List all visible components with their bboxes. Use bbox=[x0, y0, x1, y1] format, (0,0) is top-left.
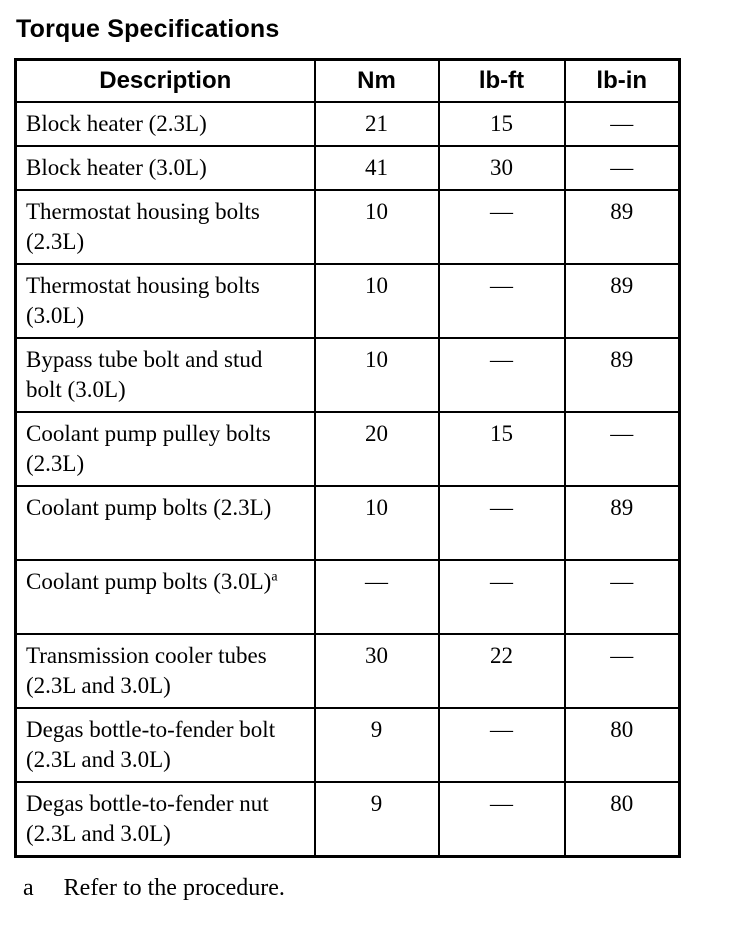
table-row: Coolant pump pulley bolts (2.3L) 20 15— bbox=[14, 410, 681, 487]
description-cell: Degas bottle-to-fender bolt (2.3L and 3.… bbox=[14, 706, 316, 783]
value-cell-lb-ft: 30 bbox=[437, 144, 566, 191]
table-row: Degas bottle-to-fender bolt (2.3L and 3.… bbox=[14, 706, 681, 783]
column-header-lb-ft: lb-ft bbox=[437, 58, 566, 103]
table-row: Thermostat housing bolts (3.0L) 10—89 bbox=[14, 262, 681, 339]
value-cell-lb-in: — bbox=[563, 558, 681, 635]
description-cell: Coolant pump bolts (3.0L)a bbox=[14, 558, 316, 635]
value-cell-nm: 9 bbox=[313, 780, 440, 857]
value-cell-nm: 10 bbox=[313, 262, 440, 339]
column-header-description: Description bbox=[14, 58, 316, 103]
value-cell-lb-in: — bbox=[563, 144, 681, 191]
value-cell-nm: 10 bbox=[313, 484, 440, 561]
value-cell-nm: 10 bbox=[313, 188, 440, 265]
footnote-marker-label: a bbox=[23, 874, 34, 901]
description-text: Block heater (2.3L) bbox=[26, 110, 207, 136]
value-cell-lb-ft: 22 bbox=[437, 632, 566, 709]
value-cell-lb-ft: — bbox=[437, 262, 566, 339]
description-cell: Thermostat housing bolts (2.3L) bbox=[14, 188, 316, 265]
table-row: Block heater (2.3L) 21 15— bbox=[14, 100, 681, 147]
value-cell-lb-in: — bbox=[563, 632, 681, 709]
footnote-text: Refer to the procedure. bbox=[63, 874, 285, 901]
description-cell: Block heater (3.0L) bbox=[14, 144, 316, 191]
value-cell-lb-in: 89 bbox=[563, 262, 681, 339]
value-cell-nm: 10 bbox=[313, 336, 440, 413]
description-text: Coolant pump bolts (2.3L) bbox=[26, 494, 272, 520]
column-header-lb-in: lb-in bbox=[563, 58, 681, 103]
description-cell: Block heater (2.3L) bbox=[14, 100, 316, 147]
table-row: Degas bottle-to-fender nut (2.3L and 3.0… bbox=[14, 780, 681, 857]
value-cell-lb-in: — bbox=[563, 410, 681, 487]
value-cell-nm: 20 bbox=[313, 410, 440, 487]
document-page: Torque Specifications Description Nm lb-… bbox=[14, 15, 736, 902]
value-cell-nm: 41 bbox=[313, 144, 440, 191]
value-cell-lb-ft: — bbox=[437, 780, 566, 857]
description-text: Bypass tube bolt and stud bolt (3.0L) bbox=[26, 346, 263, 402]
value-cell-lb-in: 80 bbox=[563, 706, 681, 783]
description-cell: Thermostat housing bolts (3.0L) bbox=[14, 262, 316, 339]
description-cell: Coolant pump pulley bolts (2.3L) bbox=[14, 410, 316, 487]
description-text: Coolant pump pulley bolts (2.3L) bbox=[26, 420, 271, 476]
value-cell-lb-ft: — bbox=[437, 558, 566, 635]
value-cell-lb-in: 89 bbox=[563, 188, 681, 265]
value-cell-nm: 9 bbox=[313, 706, 440, 783]
description-text: Block heater (3.0L) bbox=[26, 154, 207, 180]
value-cell-lb-ft: 15 bbox=[437, 100, 566, 147]
description-cell: Coolant pump bolts (2.3L) bbox=[14, 484, 316, 561]
table-header-row: Description Nm lb-ft lb-in bbox=[14, 58, 681, 103]
value-cell-nm: — bbox=[313, 558, 440, 635]
value-cell-nm: 21 bbox=[313, 100, 440, 147]
value-cell-nm: 30 bbox=[313, 632, 440, 709]
value-cell-lb-ft: — bbox=[437, 188, 566, 265]
description-cell: Bypass tube bolt and stud bolt (3.0L) bbox=[14, 336, 316, 413]
value-cell-lb-ft: — bbox=[437, 336, 566, 413]
table-row: Transmission cooler tubes (2.3L and 3.0L… bbox=[14, 632, 681, 709]
value-cell-lb-ft: — bbox=[437, 706, 566, 783]
description-text: Thermostat housing bolts (2.3L) bbox=[26, 198, 260, 254]
page-title: Torque Specifications bbox=[16, 15, 280, 43]
footnote: a Refer to the procedure. bbox=[23, 875, 736, 902]
description-text: Degas bottle-to-fender bolt (2.3L and 3.… bbox=[26, 716, 276, 772]
torque-specifications-table: Description Nm lb-ft lb-in Block heater … bbox=[14, 58, 681, 858]
value-cell-lb-in: — bbox=[563, 100, 681, 147]
value-cell-lb-in: 89 bbox=[563, 484, 681, 561]
description-text: Transmission cooler tubes (2.3L and 3.0L… bbox=[26, 642, 267, 698]
table-row: Coolant pump bolts (3.0L)a — — — bbox=[14, 558, 681, 635]
table-row: Thermostat housing bolts (2.3L) 10—89 bbox=[14, 188, 681, 265]
description-text: Degas bottle-to-fender nut (2.3L and 3.0… bbox=[26, 790, 269, 846]
column-header-nm: Nm bbox=[313, 58, 440, 103]
table-row: Bypass tube bolt and stud bolt (3.0L) 10—… bbox=[14, 336, 681, 413]
footnote-marker-superscript: a bbox=[271, 568, 278, 584]
value-cell-lb-in: 80 bbox=[563, 780, 681, 857]
table-row: Coolant pump bolts (2.3L) 10—89 bbox=[14, 484, 681, 561]
value-cell-lb-ft: — bbox=[437, 484, 566, 561]
description-cell: Transmission cooler tubes (2.3L and 3.0L… bbox=[14, 632, 316, 709]
description-text: Coolant pump bolts (3.0L)a bbox=[26, 568, 278, 594]
table-body: Block heater (2.3L) 21 15— Block heater (3.… bbox=[14, 100, 681, 857]
value-cell-lb-in: 89 bbox=[563, 336, 681, 413]
value-cell-lb-ft: 15 bbox=[437, 410, 566, 487]
description-text: Thermostat housing bolts (3.0L) bbox=[26, 272, 260, 328]
table-row: Block heater (3.0L) 41 30— bbox=[14, 144, 681, 191]
description-cell: Degas bottle-to-fender nut (2.3L and 3.0… bbox=[14, 780, 316, 857]
